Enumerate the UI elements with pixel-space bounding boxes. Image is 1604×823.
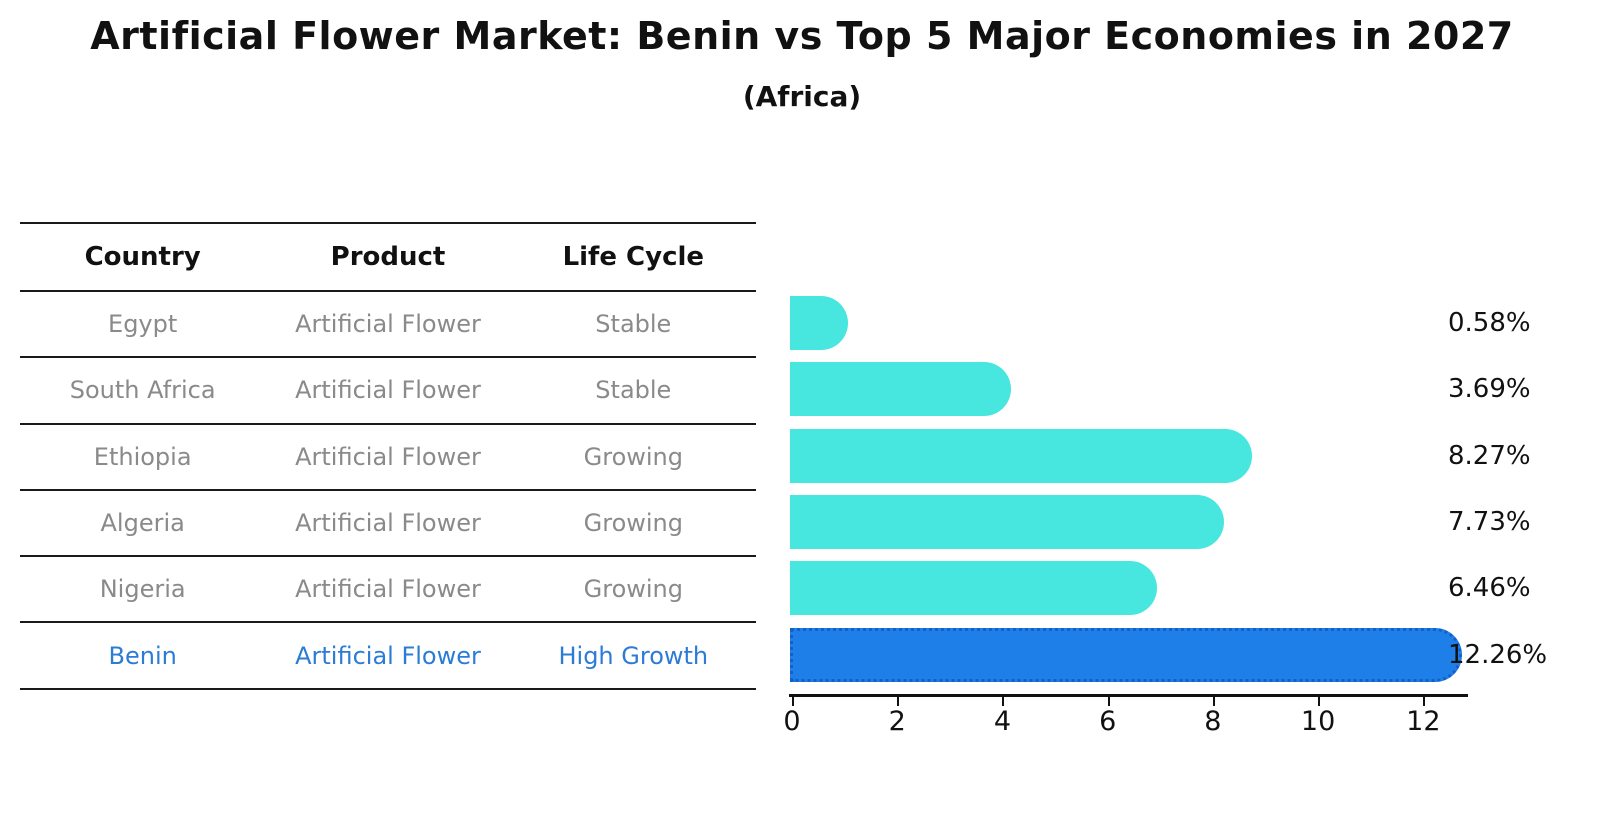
table-cell-life-cycle: Stable xyxy=(595,376,672,405)
table-cell-product: Artificial Flower xyxy=(295,442,481,471)
table-cell-country: Benin xyxy=(108,641,177,670)
bar-algeria xyxy=(790,495,1224,550)
table-row: South Africa Artificial Flower Stable xyxy=(20,358,756,425)
bar-benin xyxy=(790,627,1462,682)
bar-value-label: 7.73% xyxy=(1448,507,1531,538)
x-axis-tick-label: 8 xyxy=(1204,706,1222,737)
table-cell-life-cycle: Stable xyxy=(595,310,672,339)
table-cell-country: Algeria xyxy=(100,509,185,538)
table-cell-country: Egypt xyxy=(108,310,178,339)
page-subtitle: (Africa) xyxy=(742,80,862,113)
table-row-benin-highlight: Benin Artificial Flower High Growth xyxy=(20,623,756,690)
bar-value-label: 6.46% xyxy=(1448,573,1531,604)
x-axis-tick xyxy=(792,697,794,706)
table-cell-country: South Africa xyxy=(69,376,216,405)
table-cell-product: Artificial Flower xyxy=(295,509,481,538)
table-header-product: Product xyxy=(330,242,446,272)
x-axis-tick xyxy=(1318,697,1321,706)
table-cell-life-cycle: Growing xyxy=(583,575,683,604)
x-axis-line xyxy=(789,694,1468,697)
table-cell-country: Nigeria xyxy=(99,575,186,604)
table-header-row: Country Product Life Cycle xyxy=(20,222,756,292)
x-axis-tick xyxy=(1423,697,1426,706)
x-axis-tick xyxy=(1107,697,1110,706)
table-cell-product: Artificial Flower xyxy=(295,376,481,405)
x-axis-tick xyxy=(1002,697,1005,706)
x-axis-tick-label: 4 xyxy=(993,706,1012,737)
table-cell-product: Artificial Flower xyxy=(295,310,481,339)
x-axis-tick xyxy=(897,697,900,706)
bar-plot-area xyxy=(790,290,1465,688)
table-row: Algeria Artificial Flower Growing xyxy=(20,491,756,558)
table-cell-life-cycle: High Growth xyxy=(558,641,709,670)
x-axis-tick-label: 6 xyxy=(1099,706,1117,737)
page-title: Artificial Flower Market: Benin vs Top 5… xyxy=(90,14,1514,58)
x-axis-tick-label: 10 xyxy=(1300,706,1336,737)
x-axis-tick xyxy=(1212,697,1215,706)
table-row: Nigeria Artificial Flower Growing xyxy=(20,557,756,624)
table-cell-product: Artificial Flower xyxy=(295,641,481,670)
x-axis-tick-label: 0 xyxy=(783,706,801,737)
table-header-life-cycle: Life Cycle xyxy=(562,242,705,272)
bar-value-label: 12.26% xyxy=(1448,639,1548,670)
bar-value-label: 0.58% xyxy=(1448,308,1531,339)
bar-ethiopia xyxy=(790,428,1253,483)
x-axis-tick-label: 2 xyxy=(888,706,906,737)
table-cell-country: Ethiopia xyxy=(93,442,192,471)
table-cell-life-cycle: Growing xyxy=(583,509,683,538)
table-row: Ethiopia Artificial Flower Growing xyxy=(20,425,756,491)
bar-nigeria xyxy=(790,561,1157,616)
country-table: Country Product Life Cycle Egypt Artific… xyxy=(20,222,756,690)
x-axis-tick-label: 12 xyxy=(1406,706,1441,737)
bar-value-label: 8.27% xyxy=(1448,440,1531,471)
bar-egypt xyxy=(790,296,848,351)
table-cell-product: Artificial Flower xyxy=(295,575,481,604)
table-cell-life-cycle: Growing xyxy=(583,442,683,471)
table-row: Egypt Artificial Flower Stable xyxy=(20,292,756,359)
bar-value-label: 3.69% xyxy=(1448,374,1531,405)
bar-south-africa xyxy=(790,362,1012,417)
table-header-country: Country xyxy=(84,242,201,272)
